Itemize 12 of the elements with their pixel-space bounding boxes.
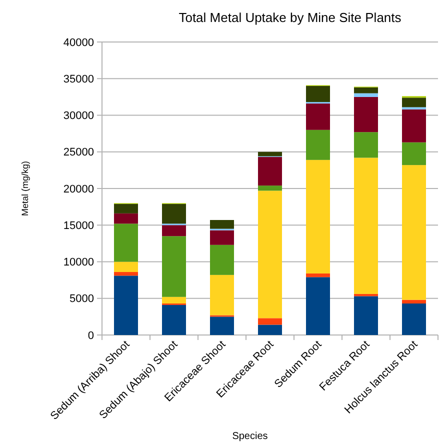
y-tick-label: 30000 <box>63 110 94 122</box>
chart-title: Total Metal Uptake by Mine Site Plants <box>178 10 402 25</box>
y-tick-label: 25000 <box>63 146 94 159</box>
y-tick-label: 10000 <box>63 256 94 269</box>
x-axis-title: Species <box>232 431 268 442</box>
y-tick-label: 5000 <box>70 293 94 306</box>
y-tick-label: 20000 <box>63 183 94 196</box>
y-axis-title: Metal (mg/kg) <box>20 160 30 216</box>
y-tick-label: 0 <box>88 330 94 342</box>
y-tick-label: 15000 <box>63 220 94 232</box>
y-tick-label: 40000 <box>63 36 94 49</box>
y-tick-label: 35000 <box>63 73 94 86</box>
